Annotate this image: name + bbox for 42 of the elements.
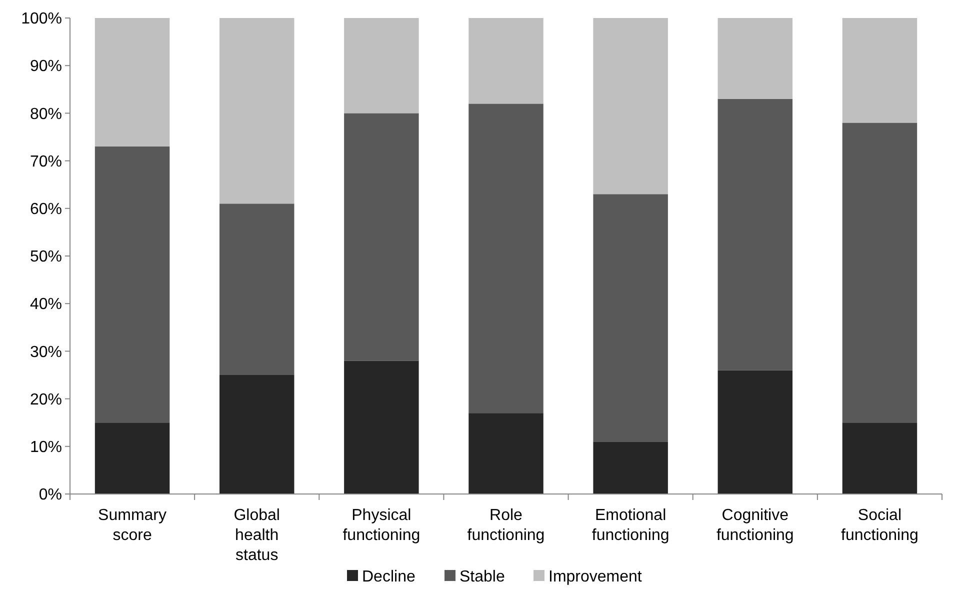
- legend-label: Stable: [460, 568, 505, 586]
- y-tick-label: 60%: [30, 201, 62, 218]
- y-tick-label: 20%: [30, 391, 62, 408]
- bar: [94, 146, 170, 423]
- bar: [344, 360, 419, 494]
- x-tick-label: Global health status: [234, 507, 280, 564]
- y-tick-label: 0%: [38, 486, 62, 504]
- y-tick-label: 90%: [30, 58, 62, 76]
- x-tick-label: Cognitive functioning: [716, 507, 794, 544]
- bar: [593, 18, 668, 194]
- bar: [219, 204, 294, 375]
- x-tick-label: Summary score: [98, 507, 167, 544]
- bar: [842, 422, 918, 494]
- bar: [718, 370, 793, 494]
- bar: [468, 413, 544, 494]
- bar: [593, 194, 668, 442]
- bar: [842, 18, 918, 123]
- x-tick-label: Emotional functioning: [592, 507, 670, 544]
- bar: [94, 18, 170, 147]
- bar: [842, 122, 918, 423]
- legend-label: Decline: [362, 568, 416, 586]
- x-tick-label: Social functioning: [841, 507, 918, 544]
- bar: [468, 18, 544, 104]
- bar: [593, 442, 668, 494]
- bar: [219, 18, 294, 204]
- bar: [468, 104, 544, 414]
- bar: [344, 113, 419, 361]
- y-tick-label: 80%: [30, 106, 62, 123]
- x-tick-label: Role functioning: [467, 507, 545, 544]
- y-tick-label: 50%: [30, 248, 62, 266]
- bar: [94, 422, 170, 494]
- y-tick-label: 10%: [30, 439, 62, 456]
- y-tick-label: 30%: [30, 344, 62, 361]
- legend-label: Improvement: [548, 568, 642, 586]
- bar: [344, 18, 419, 114]
- y-tick-label: 100%: [21, 10, 62, 28]
- y-tick-label: 70%: [30, 153, 62, 170]
- bar: [219, 375, 294, 494]
- bar: [718, 98, 793, 370]
- x-tick-label: Physical functioning: [342, 507, 420, 544]
- bar: [718, 18, 793, 99]
- y-tick-label: 40%: [30, 296, 62, 314]
